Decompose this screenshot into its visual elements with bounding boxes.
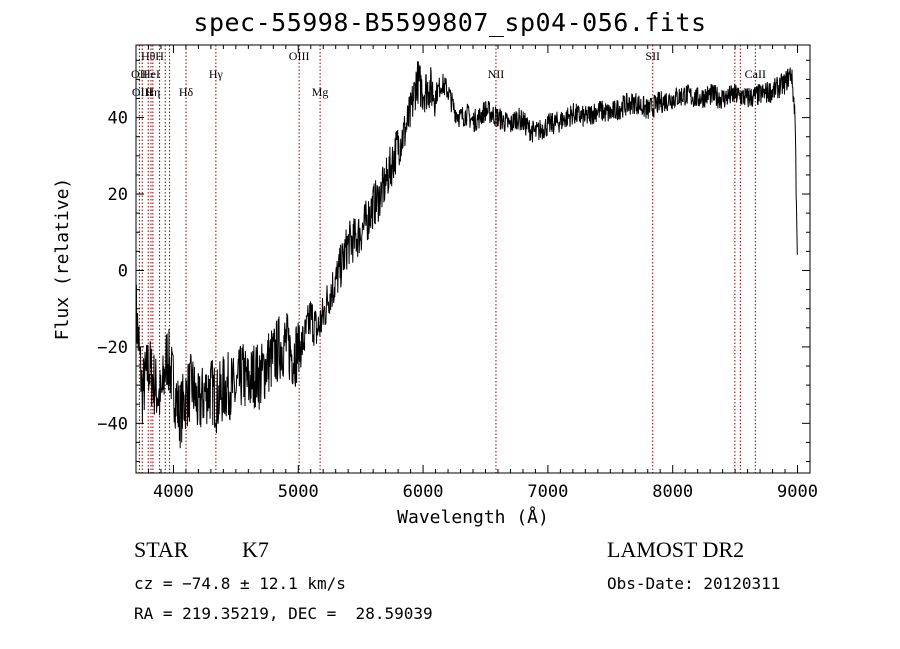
marker-label: SII xyxy=(645,49,660,63)
marker-label: CaII xyxy=(730,85,751,99)
x-tick-label: 4000 xyxy=(153,482,194,502)
x-tick-label: 5000 xyxy=(278,482,319,502)
y-tick-label: −40 xyxy=(97,414,128,434)
object-class: STAR xyxy=(134,537,189,562)
chart-title: spec-55998-B5599807_sp04-056.fits xyxy=(193,8,707,37)
plot-frame xyxy=(135,44,811,474)
redshift-text: cz = −74.8 ± 12.1 km/s xyxy=(134,574,346,593)
marker-label: OIII xyxy=(289,49,310,63)
marker-label: HeI xyxy=(142,67,160,81)
marker-label: Hη xyxy=(145,85,160,99)
x-tick-label: 8000 xyxy=(652,482,693,502)
marker-label: H xyxy=(155,49,164,63)
object-subclass: K7 xyxy=(242,537,269,562)
marker-label: Hδ xyxy=(179,85,194,99)
x-tick-label: 6000 xyxy=(403,482,444,502)
y-axis-label: Flux (relative) xyxy=(52,178,73,341)
x-tick-label: 7000 xyxy=(527,482,568,502)
coordinates: RA = 219.35219, DEC = 28.59039 xyxy=(134,604,433,623)
obs-date: Obs-Date: 20120311 xyxy=(607,574,781,593)
y-tick-label: −20 xyxy=(97,338,128,358)
x-axis: 4000 5000 6000 7000 8000 9000 xyxy=(135,45,818,502)
y-axis: −40 −20 0 20 40 xyxy=(97,59,810,463)
marker-label: Hθ xyxy=(141,49,156,63)
marker-label: NII xyxy=(488,67,505,81)
y-tick-label: 20 xyxy=(108,185,128,205)
marker-lines xyxy=(138,45,756,473)
x-axis-label: Wavelength (Å) xyxy=(397,506,549,528)
survey-label: LAMOST DR2 xyxy=(607,537,745,562)
y-tick-label: 40 xyxy=(108,109,128,129)
marker-label: Mg xyxy=(312,85,329,99)
y-tick-label: 0 xyxy=(118,261,128,281)
x-tick-label: 9000 xyxy=(777,482,818,502)
marker-label: OII xyxy=(131,67,148,81)
marker-label: CaII xyxy=(745,67,766,81)
spectrum-line xyxy=(135,61,798,449)
marker-label: OIII xyxy=(132,85,153,99)
marker-label: Hγ xyxy=(209,67,224,81)
